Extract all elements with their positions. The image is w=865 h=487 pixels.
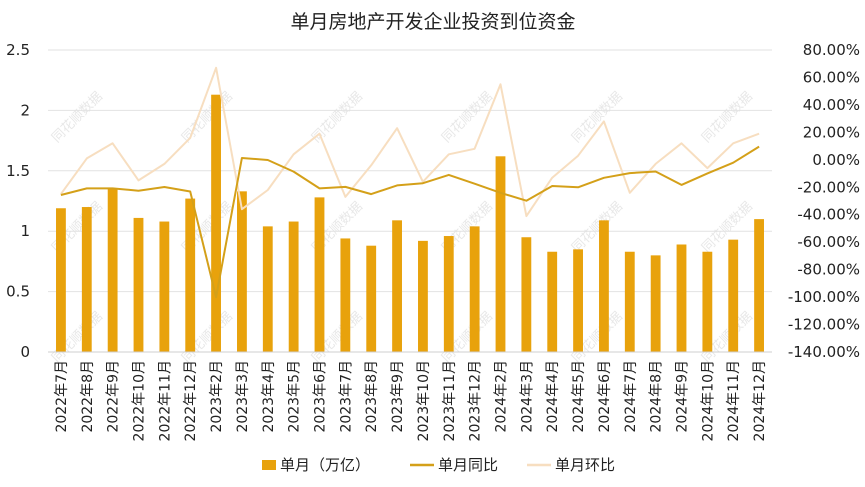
bar [624,251,635,352]
bar [56,208,66,352]
bar [495,156,506,352]
left-tick-label: 1.5 [6,162,30,180]
bar [650,255,661,352]
right-tick-label: 0.00% [812,151,860,169]
bar [107,188,118,352]
left-tick-label: 0 [20,343,30,361]
legend-label: 单月环比 [555,456,615,474]
watermark-text: 同花顺数据 [49,89,106,146]
right-axis: -140.00% -120.00% -100.00% -80.00% -60.00% -4… [788,41,860,361]
x-tick-label: 2023年9月 [390,360,406,433]
left-tick-label: 2 [20,101,30,119]
grid-lines [48,49,772,353]
right-tick-label: -60.00% [797,233,860,251]
bar [599,220,609,352]
x-tick-label: 2023年7月 [338,360,354,433]
legend-label: 单月同比 [438,456,498,474]
right-tick-label: -140.00% [788,343,860,361]
bar [314,197,325,352]
x-tick-label: 2023年5月 [287,360,303,433]
bar-series-layer [56,94,764,353]
bar [754,219,764,352]
right-tick-label: 40.00% [803,96,860,114]
x-tick-label: 2023年11月 [442,360,458,441]
right-tick-label: -120.00% [788,316,860,334]
bar [418,240,428,352]
bar [81,207,92,352]
x-tick-label: 2024年5月 [571,360,587,433]
right-tick-label: 60.00% [803,68,860,86]
watermark-text: 同花顺数据 [569,199,626,256]
bar [262,226,273,352]
line-series-layer [60,66,760,299]
bar [728,239,739,352]
watermark-text: 同花顺数据 [309,89,366,146]
x-tick-label: 2023年2月 [209,360,225,433]
bar [573,249,583,352]
x-tick-label: 2023年3月 [235,360,251,433]
x-tick-label: 2022年11月 [157,360,173,441]
right-tick-label: -40.00% [797,206,860,224]
bar [547,251,558,352]
bar [340,238,351,352]
left-tick-label: 1 [20,222,30,240]
x-tick-label: 2024年7月 [623,360,639,433]
bar [392,220,402,352]
x-tick-label: 2024年10月 [700,360,716,441]
x-tick-label: 2023年8月 [364,360,380,433]
series-line [60,145,760,299]
bar [133,217,144,352]
left-tick-label: 0.5 [6,283,30,301]
x-tick-label: 2024年9月 [675,360,691,433]
legend-swatch-bar [262,460,276,470]
bar [469,226,480,352]
watermark-text: 同花顺数据 [699,199,756,256]
right-tick-label: 80.00% [803,41,860,59]
x-tick-label: 2022年10月 [132,360,148,441]
series-line [60,66,760,218]
watermark-text: 同花顺数据 [179,89,236,146]
x-tick-label: 2024年4月 [545,360,561,433]
x-tick-label: 2023年6月 [313,360,329,433]
left-tick-label: 2.5 [6,41,30,59]
x-tick-label: 2023年10月 [416,360,432,441]
legend: 单月（万亿） 单月同比 单月环比 [262,456,615,474]
x-axis: 2022年7月 2022年8月 2022年9月 2022年10月 2022年11月 202… [48,351,772,441]
right-tick-label: 20.00% [803,123,860,141]
x-tick-label: 2024年8月 [649,360,665,433]
x-tick-label: 2024年12月 [752,360,768,441]
x-tick-label: 2024年3月 [519,360,535,433]
x-tick-label: 2024年2月 [494,360,510,433]
bar [159,221,170,352]
chart-title: 单月房地产开发企业投资到位资金 [290,11,575,33]
x-tick-label: 2023年4月 [261,360,277,433]
bar [185,198,196,352]
legend-label: 单月（万亿） [280,456,370,474]
bar [237,191,247,352]
x-tick-label: 2022年7月 [54,360,70,433]
bar [521,237,532,352]
bar [211,94,221,353]
x-tick-label: 2022年9月 [106,360,122,433]
right-tick-label: -80.00% [797,261,860,279]
bar [366,245,377,352]
bar [702,251,713,352]
left-axis: 0 0.5 1 1.5 2 2.5 [6,41,30,361]
bar [443,236,454,352]
bar [288,221,299,352]
x-tick-label: 2022年8月 [80,360,96,433]
x-tick-label: 2024年6月 [597,360,613,433]
x-tick-label: 2023年12月 [468,360,484,441]
x-tick-label: 2022年12月 [183,360,199,441]
watermark-text: 同花顺数据 [569,89,626,146]
x-tick-label: 2024年11月 [726,360,742,441]
bar [676,244,687,352]
right-tick-label: -100.00% [788,288,860,306]
right-tick-label: -20.00% [797,178,860,196]
